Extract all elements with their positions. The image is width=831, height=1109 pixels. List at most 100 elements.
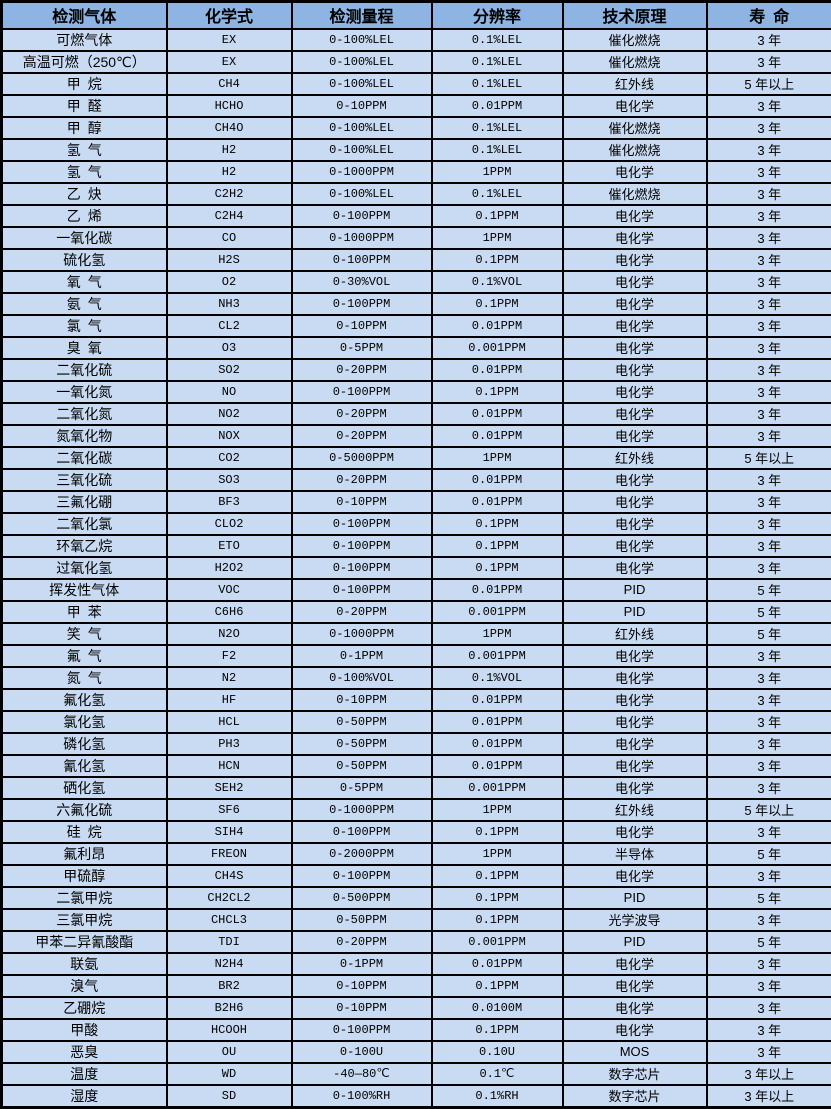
cell-detection-range: 0-50PPM [292,733,432,755]
cell-chemical-formula: H2S [167,249,292,271]
cell-chemical-formula: HCN [167,755,292,777]
cell-gas-name: 恶臭 [2,1041,167,1063]
cell-technical-principle: PID [563,931,707,953]
cell-lifespan: 3 年 [707,821,831,843]
cell-technical-principle: 电化学 [563,271,707,293]
cell-technical-principle: 电化学 [563,755,707,777]
cell-resolution: 0.1PPM [432,557,563,579]
cell-gas-name: 甲 苯 [2,601,167,623]
cell-chemical-formula: NH3 [167,293,292,315]
cell-lifespan: 3 年 [707,535,831,557]
header-lifespan: 寿 命 [707,2,831,29]
cell-technical-principle: 催化燃烧 [563,139,707,161]
cell-resolution: 0.01PPM [432,711,563,733]
cell-resolution: 0.01PPM [432,469,563,491]
cell-chemical-formula: O3 [167,337,292,359]
cell-detection-range: 0-2000PPM [292,843,432,865]
cell-detection-range: 0-20PPM [292,931,432,953]
cell-detection-range: 0-1000PPM [292,799,432,821]
cell-technical-principle: 数字芯片 [563,1063,707,1085]
cell-lifespan: 3 年 [707,117,831,139]
cell-detection-range: 0-100%LEL [292,139,432,161]
cell-detection-range: 0-5PPM [292,777,432,799]
cell-detection-range: 0-100U [292,1041,432,1063]
cell-detection-range: 0-20PPM [292,469,432,491]
cell-chemical-formula: EX [167,29,292,51]
cell-technical-principle: 电化学 [563,513,707,535]
cell-resolution: 0.1PPM [432,381,563,403]
cell-technical-principle: 电化学 [563,865,707,887]
cell-resolution: 0.01PPM [432,579,563,601]
cell-technical-principle: 电化学 [563,777,707,799]
cell-lifespan: 3 年以上 [707,1063,831,1085]
cell-detection-range: 0-100PPM [292,205,432,227]
cell-gas-name: 磷化氢 [2,733,167,755]
cell-resolution: 0.1%LEL [432,117,563,139]
cell-detection-range: 0-1000PPM [292,227,432,249]
cell-gas-name: 氟化氢 [2,689,167,711]
cell-detection-range: 0-10PPM [292,975,432,997]
cell-lifespan: 3 年 [707,975,831,997]
cell-resolution: 1PPM [432,227,563,249]
cell-gas-name: 氢 气 [2,139,167,161]
cell-resolution: 0.001PPM [432,777,563,799]
cell-gas-name: 甲酸 [2,1019,167,1041]
cell-gas-name: 氯 气 [2,315,167,337]
cell-detection-range: 0-5000PPM [292,447,432,469]
cell-technical-principle: PID [563,601,707,623]
cell-technical-principle: 电化学 [563,227,707,249]
cell-gas-name: 乙硼烷 [2,997,167,1019]
cell-resolution: 0.001PPM [432,645,563,667]
cell-detection-range: 0-1PPM [292,645,432,667]
cell-detection-range: 0-1000PPM [292,161,432,183]
cell-lifespan: 3 年 [707,183,831,205]
cell-chemical-formula: N2 [167,667,292,689]
cell-technical-principle: 红外线 [563,447,707,469]
header-technical-principle: 技术原理 [563,2,707,29]
cell-chemical-formula: SIH4 [167,821,292,843]
cell-resolution: 0.01PPM [432,359,563,381]
cell-detection-range: 0-1PPM [292,953,432,975]
cell-resolution: 0.1PPM [432,1019,563,1041]
cell-gas-name: 联氨 [2,953,167,975]
cell-gas-name: 二氧化氯 [2,513,167,535]
cell-resolution: 0.01PPM [432,403,563,425]
cell-chemical-formula: EX [167,51,292,73]
cell-technical-principle: 电化学 [563,205,707,227]
cell-technical-principle: 电化学 [563,161,707,183]
cell-gas-name: 二氯甲烷 [2,887,167,909]
cell-lifespan: 3 年 [707,425,831,447]
header-chemical-formula: 化学式 [167,2,292,29]
cell-chemical-formula: B2H6 [167,997,292,1019]
cell-lifespan: 3 年 [707,249,831,271]
cell-chemical-formula: CLO2 [167,513,292,535]
cell-lifespan: 3 年 [707,29,831,51]
cell-detection-range: 0-5PPM [292,337,432,359]
cell-lifespan: 3 年 [707,95,831,117]
cell-gas-name: 甲 烷 [2,73,167,95]
cell-technical-principle: 电化学 [563,711,707,733]
cell-resolution: 0.1PPM [432,887,563,909]
cell-chemical-formula: CH2CL2 [167,887,292,909]
cell-resolution: 0.01PPM [432,733,563,755]
cell-lifespan: 3 年 [707,645,831,667]
cell-lifespan: 5 年以上 [707,73,831,95]
cell-detection-range: 0-50PPM [292,909,432,931]
cell-lifespan: 3 年 [707,1041,831,1063]
cell-resolution: 1PPM [432,161,563,183]
cell-chemical-formula: SO2 [167,359,292,381]
